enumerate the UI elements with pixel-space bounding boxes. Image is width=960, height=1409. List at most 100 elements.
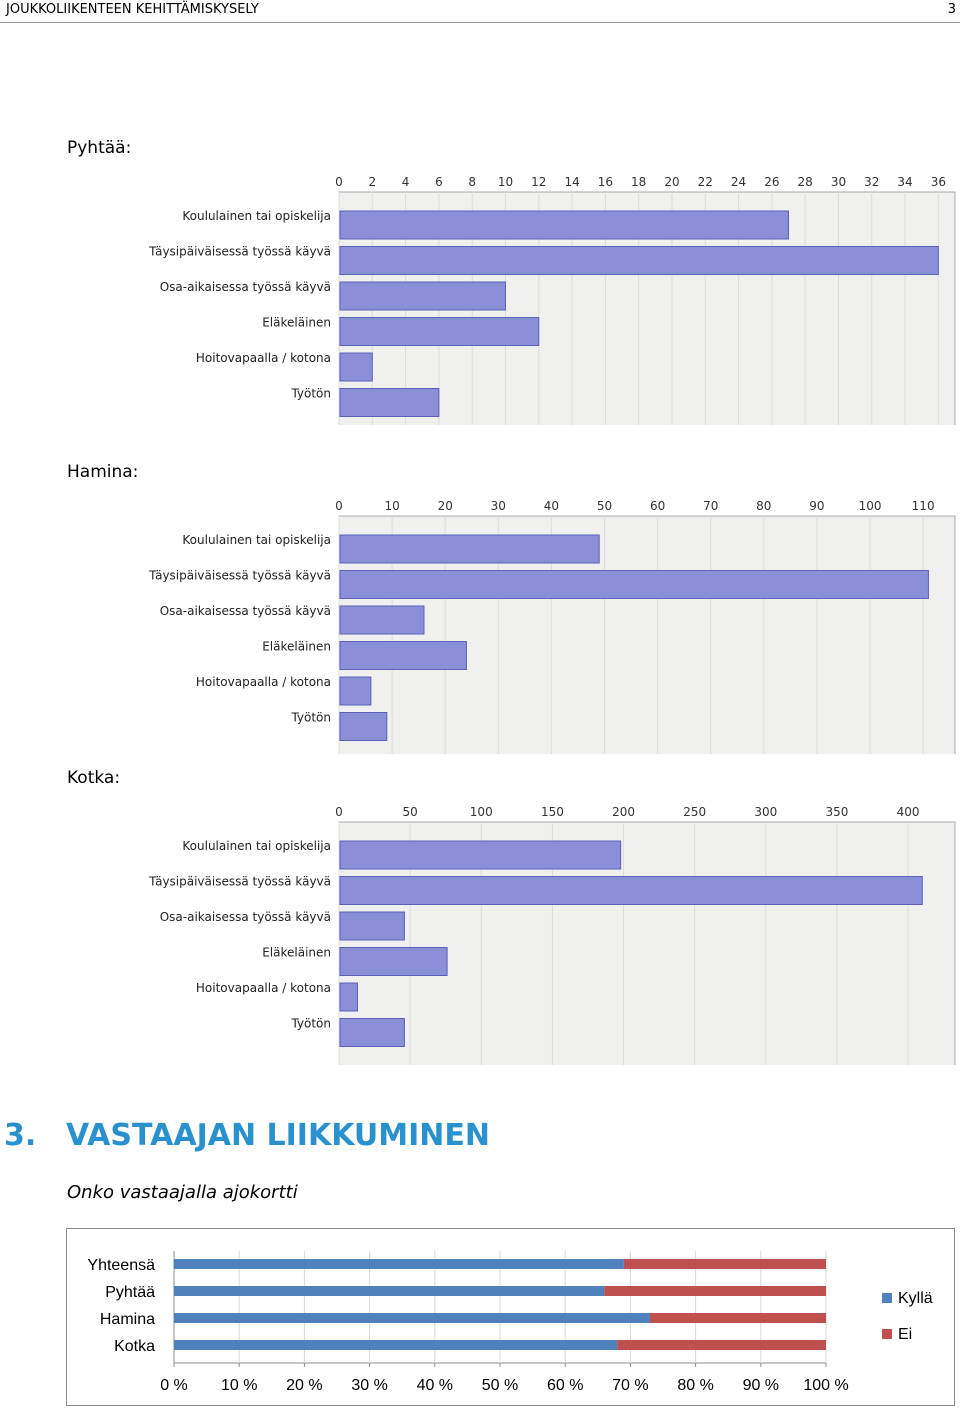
driving-license-chart-svg: 0 % 10 % 20 % 30 % 40 % 50 % 60 % 70 % 80 % 90 % 1…	[87, 1251, 933, 1394]
stacked-bar-kylla-pyhtaa	[174, 1286, 605, 1296]
kotka-occupation-chart: 0 50 100 150 200 250 300 350 400 Koululainen tai …	[148, 805, 956, 1065]
legend-swatch-ei	[882, 1329, 892, 1339]
hamina-category-label: Osa-aikaisessa työssä käyvä	[160, 604, 331, 618]
kotka-tick-label: 350	[825, 805, 848, 819]
hamina-tick-label: 50	[597, 499, 612, 513]
stacked-tick-label: 80 %	[677, 1377, 713, 1394]
hamina-category-label: Täysipäiväisessä työssä käyvä	[148, 569, 331, 583]
kotka-bar-tyoton	[339, 1018, 405, 1047]
pyhtaa-tick-label: 14	[564, 175, 579, 189]
pyhtaa-tick-label: 28	[798, 175, 813, 189]
kotka-bar-osa-aikaisessa-tyossa-kayva	[339, 911, 405, 941]
pyhtaa-tick-label: 2	[368, 175, 376, 189]
kotka-tick-label: 150	[541, 805, 564, 819]
pyhtaa-tick-label: 16	[598, 175, 613, 189]
pyhtaa-tick-label: 36	[931, 175, 946, 189]
pyhtaa-category-label: Koululainen tai opiskelija	[182, 209, 331, 223]
kotka-bar-hoitovapaalla-kotona	[339, 982, 358, 1012]
hamina-bar-elakelainen	[339, 641, 467, 670]
stacked-tick-label: 40 %	[417, 1377, 453, 1394]
stacked-category-label: Yhteensä	[87, 1257, 155, 1274]
stacked-bar-kylla-kotka	[174, 1340, 618, 1350]
driving-license-chart: 0 % 10 % 20 % 30 % 40 % 50 % 60 % 70 % 80 % 90 % 1…	[66, 1228, 955, 1406]
hamina-bar-hoitovapaalla-kotona	[339, 676, 372, 706]
kotka-chart-label: Kotka:	[67, 768, 121, 788]
legend-label-ei: Ei	[898, 1326, 912, 1343]
pyhtaa-tick-label: 18	[631, 175, 646, 189]
pyhtaa-bar-osa-aikaisessa-tyossa-kayva	[339, 281, 506, 311]
document-title: JOUKKOLIIKENTEEN KEHITTÄMISKYSELY	[6, 2, 259, 17]
hamina-category-label: Työtön	[290, 711, 331, 725]
stacked-category-label: Kotka	[114, 1338, 155, 1355]
pyhtaa-occupation-chart: 0 2 4 6 8 10 12 14 16 18 20 22 24 26 28 30 32 34 36Koulula…	[148, 175, 956, 425]
stacked-tick-label: 10 %	[221, 1377, 257, 1394]
pyhtaa-tick-label: 30	[831, 175, 846, 189]
kotka-category-label: Hoitovapaalla / kotona	[196, 981, 331, 995]
hamina-category-label: Eläkeläinen	[262, 640, 331, 654]
kotka-bar-elakelainen	[339, 947, 448, 976]
section-title: VASTAAJAN LIIKKUMINEN	[66, 1118, 490, 1153]
kotka-category-label: Eläkeläinen	[262, 946, 331, 960]
hamina-tick-label: 10	[384, 499, 399, 513]
hamina-bar-tyoton	[339, 712, 388, 741]
pyhtaa-category-label: Osa-aikaisessa työssä käyvä	[160, 280, 331, 294]
pyhtaa-bar-hoitovapaalla-kotona	[339, 352, 373, 382]
pyhtaa-chart-label: Pyhtää:	[67, 138, 132, 158]
pyhtaa-category-label: Työtön	[290, 387, 331, 401]
hamina-bar-taysipaivaisessa-tyossa-kayva	[339, 570, 929, 599]
hamina-category-label: Koululainen tai opiskelija	[182, 533, 331, 547]
kotka-tick-label: 250	[683, 805, 706, 819]
stacked-category-label: Hamina	[100, 1311, 155, 1328]
hamina-tick-label: 90	[809, 499, 824, 513]
pyhtaa-tick-label: 32	[864, 175, 879, 189]
pyhtaa-tick-label: 4	[402, 175, 410, 189]
pyhtaa-category-label: Täysipäiväisessä työssä käyvä	[148, 245, 331, 259]
legend-swatch-kylla	[882, 1293, 892, 1303]
pyhtaa-category-label: Eläkeläinen	[262, 316, 331, 330]
hamina-chart-label: Hamina:	[67, 462, 139, 482]
pyhtaa-bar-tyoton	[339, 388, 440, 417]
hamina-tick-label: 60	[650, 499, 665, 513]
pyhtaa-bar-koululainen-tai-opiskelija	[339, 210, 790, 240]
hamina-bar-osa-aikaisessa-tyossa-kayva	[339, 605, 425, 635]
pyhtaa-tick-label: 26	[764, 175, 779, 189]
pyhtaa-tick-label: 34	[897, 175, 912, 189]
legend-label-kylla: Kyllä	[898, 1290, 933, 1307]
stacked-bar-kylla-hamina	[174, 1313, 650, 1323]
hamina-bar-koululainen-tai-opiskelija	[339, 534, 600, 564]
hamina-occupation-chart: 0 10 20 30 40 50 60 70 80 90 100 110 Koululainen tai…	[148, 499, 956, 754]
pyhtaa-bar-elakelainen	[339, 317, 540, 346]
kotka-category-label: Koululainen tai opiskelija	[182, 839, 331, 853]
kotka-tick-label: 50	[402, 805, 417, 819]
kotka-bar-koululainen-tai-opiskelija	[339, 840, 622, 870]
stacked-tick-label: 50 %	[482, 1377, 518, 1394]
hamina-tick-label: 110	[912, 499, 935, 513]
pyhtaa-tick-label: 20	[664, 175, 679, 189]
pyhtaa-tick-label: 0	[335, 175, 343, 189]
stacked-tick-label: 0 %	[160, 1377, 188, 1394]
stacked-bar-kylla-yhteensa	[174, 1259, 624, 1269]
stacked-bar-ei-pyhtaa	[604, 1286, 826, 1296]
pyhtaa-tick-label: 22	[698, 175, 713, 189]
hamina-tick-label: 100	[859, 499, 882, 513]
kotka-tick-label: 400	[897, 805, 920, 819]
question-title: Onko vastaajalla ajokortti	[67, 1182, 298, 1203]
kotka-tick-label: 200	[612, 805, 635, 819]
hamina-tick-label: 0	[335, 499, 343, 513]
pyhtaa-tick-label: 10	[498, 175, 513, 189]
stacked-bar-ei-hamina	[649, 1313, 826, 1323]
pyhtaa-tick-label: 24	[731, 175, 746, 189]
stacked-bar-ei-kotka	[617, 1340, 826, 1350]
kotka-category-label: Työtön	[290, 1017, 331, 1031]
kotka-tick-label: 0	[335, 805, 343, 819]
pyhtaa-tick-label: 12	[531, 175, 546, 189]
hamina-tick-label: 70	[703, 499, 718, 513]
hamina-category-label: Hoitovapaalla / kotona	[196, 675, 331, 689]
pyhtaa-category-label: Hoitovapaalla / kotona	[196, 351, 331, 365]
stacked-category-label: Pyhtää	[105, 1284, 155, 1301]
stacked-tick-label: 90 %	[743, 1377, 779, 1394]
section-heading: 3. VASTAAJAN LIIKKUMINEN	[4, 1118, 490, 1153]
hamina-tick-label: 40	[544, 499, 559, 513]
hamina-tick-label: 30	[491, 499, 506, 513]
page-number: 3	[947, 2, 956, 17]
